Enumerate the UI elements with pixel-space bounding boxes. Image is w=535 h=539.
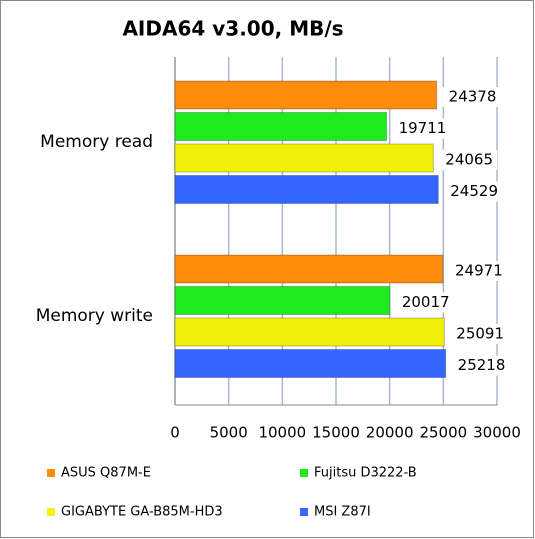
- label-bg: [449, 261, 508, 281]
- chart-title: AIDA64 v3.00, MB/s: [122, 17, 343, 41]
- data-label: 24065: [445, 151, 493, 169]
- bar: [174, 80, 438, 110]
- y-tick-label: Memory read: [40, 132, 153, 152]
- data-label: 19711: [399, 119, 447, 137]
- label-bg: [444, 181, 503, 202]
- label-bg: [395, 292, 454, 313]
- legend-label: GIGABYTE GA-B85M-HD3: [61, 505, 223, 520]
- bar: [174, 175, 439, 204]
- legend-swatch: [300, 508, 308, 516]
- bar: [174, 112, 388, 141]
- label-bg: [450, 324, 509, 344]
- label-bg: [439, 150, 498, 170]
- label-bg: [451, 355, 510, 376]
- data-label: 24971: [455, 262, 503, 280]
- bar: [174, 143, 434, 173]
- y-tick-label: Memory write: [36, 306, 153, 326]
- data-label: 24529: [450, 182, 498, 200]
- x-tick-label: 15000: [312, 424, 360, 442]
- legend-swatch: [47, 508, 55, 516]
- x-tick-label: 20000: [366, 424, 414, 442]
- data-label: 24378: [449, 88, 497, 106]
- bar: [174, 317, 445, 347]
- legend-swatch: [300, 469, 308, 477]
- legend-swatch: [47, 469, 55, 477]
- bar: [174, 349, 447, 378]
- data-label: 25091: [456, 325, 504, 343]
- bar: [174, 286, 391, 315]
- x-tick-label: 5000: [210, 424, 248, 442]
- x-tick-label: 10000: [258, 424, 306, 442]
- data-label: 20017: [402, 293, 450, 311]
- data-label: 25218: [458, 356, 506, 374]
- label-bg: [392, 118, 451, 139]
- legend-label: Fujitsu D3222-B: [314, 466, 417, 481]
- legend-label: ASUS Q87M-E: [61, 466, 151, 481]
- legend-label: MSI Z87I: [314, 505, 371, 520]
- x-tick-label: 0: [170, 424, 180, 442]
- bar: [174, 254, 444, 284]
- x-tick-label: 25000: [419, 424, 467, 442]
- x-tick-label: 30000: [473, 424, 521, 442]
- label-bg: [442, 87, 501, 107]
